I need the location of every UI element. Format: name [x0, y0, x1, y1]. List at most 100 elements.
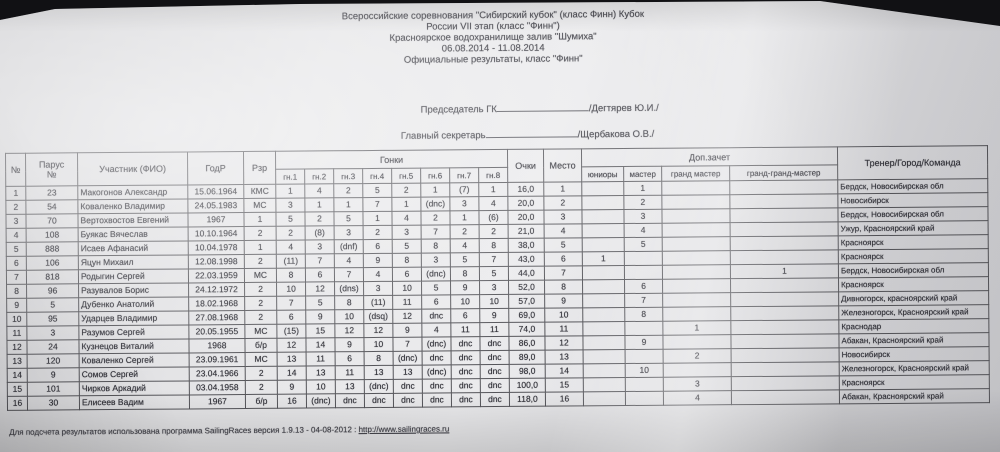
row-number: 15	[7, 382, 28, 397]
grand-master-rank: 2	[663, 348, 732, 364]
sport-rank: 2	[245, 366, 278, 381]
chairman-label: Председатель ГК	[420, 104, 497, 116]
race-4: 9	[363, 253, 393, 268]
grand-grand-master-rank	[730, 333, 840, 349]
col-header-race-8: гн.8	[478, 167, 508, 183]
master-rank	[625, 391, 664, 406]
col-header-grand-master: гранд мастер	[661, 165, 730, 182]
grand-grand-master-rank	[730, 291, 839, 307]
place: 12	[544, 335, 584, 351]
race-7: dnc	[451, 364, 481, 379]
race-3: 8	[334, 295, 364, 310]
row-number: 7	[6, 270, 27, 285]
team-city: Бердск, Новосибирская обл	[837, 206, 989, 222]
col-header-race-6: гн.6	[420, 167, 450, 184]
race-8: 10	[479, 294, 509, 309]
race-5: 8	[392, 253, 422, 268]
points: 98,0	[509, 364, 546, 379]
race-7: dnc	[450, 336, 481, 351]
juniors-rank	[581, 181, 624, 196]
place: 5	[544, 237, 583, 253]
race-2: 4	[304, 183, 334, 199]
race-4: 6	[363, 239, 393, 254]
sail-number: 108	[26, 227, 79, 243]
race-4: (11)	[363, 295, 393, 310]
race-1: 14	[277, 366, 307, 381]
grand-master-rank	[662, 292, 731, 308]
sail-number: 23	[25, 185, 78, 201]
race-1: 16	[277, 394, 307, 409]
participant-name: Коваленко Владимир	[77, 198, 188, 214]
points: 89,0	[509, 350, 546, 365]
birth-date: 23.04.1966	[189, 366, 246, 381]
juniors-rank	[582, 307, 625, 322]
footer-note: Для подсчета результатов использована пр…	[9, 424, 449, 436]
grand-grand-master-rank	[729, 193, 838, 209]
grand-master-rank	[661, 180, 730, 196]
col-header-grand-grand-master: гранд-гранд-мастер	[729, 164, 838, 181]
race-6: dnc	[421, 308, 451, 324]
juniors-rank	[582, 237, 625, 252]
grand-master-rank	[662, 264, 731, 280]
team-city: Краснодар	[838, 318, 989, 334]
birth-date: 24.05.1983	[187, 198, 244, 213]
sport-rank: КМС	[243, 184, 276, 199]
sport-rank: 2	[244, 226, 277, 241]
row-number: 1	[5, 186, 26, 201]
grand-master-rank	[662, 250, 731, 266]
race-5: dnc	[393, 393, 423, 408]
race-4: 2	[363, 225, 393, 240]
race-7: dnc	[451, 392, 481, 407]
master-rank: 4	[624, 223, 663, 238]
col-header-place: Место	[543, 148, 582, 183]
sport-rank: МС	[244, 268, 277, 283]
race-3: 4	[334, 253, 364, 268]
participant-name: Коваленко Сергей	[79, 352, 190, 368]
race-2: 11	[306, 351, 336, 367]
birth-date: 15.06.1964	[187, 184, 244, 199]
col-header-race-4: гн.4	[362, 168, 392, 184]
birth-date: 1967	[189, 394, 246, 409]
results-tbody: 1 23 Макогонов Александр 15.06.1964 КМС 1 4 2 5 2…	[5, 178, 990, 411]
points: 21,0	[508, 224, 545, 239]
sail-number: 5	[26, 297, 79, 313]
col-header-participant: Участник (ФИО)	[77, 151, 188, 186]
grand-grand-master-rank	[731, 361, 840, 377]
sport-rank: 1	[243, 212, 277, 227]
sport-rank: 2	[245, 380, 278, 395]
race-2: 12	[305, 281, 335, 297]
race-8: 4	[478, 196, 508, 211]
race-5: 6	[392, 267, 422, 282]
secretary-name: /Щербакова О.В./	[577, 128, 655, 141]
birth-date: 12.08.1998	[188, 254, 245, 269]
grand-master-rank: 4	[663, 390, 732, 406]
race-8: 5	[479, 266, 509, 281]
col-header-sail: Парус №	[25, 152, 78, 187]
race-5: (dnc)	[393, 351, 423, 366]
footer-url: http://www.sailingraces.ru	[358, 424, 450, 435]
footer-text: Для подсчета результатов использована пр…	[9, 425, 357, 437]
participant-name: Дубенко Анатолий	[78, 296, 189, 312]
sail-number: 818	[26, 269, 79, 285]
sail-number: 101	[27, 381, 80, 397]
participant-name: Елисеев Вадим	[79, 394, 190, 410]
race-8: (6)	[478, 210, 509, 225]
race-8: 11	[479, 322, 509, 337]
race-1: (15)	[276, 324, 306, 339]
grand-grand-master-rank	[729, 207, 839, 223]
sport-rank: 2	[244, 296, 277, 311]
race-6: 8	[421, 238, 451, 254]
row-number: 13	[7, 354, 28, 369]
race-7: dnc	[451, 350, 481, 365]
race-5: 2	[391, 183, 421, 198]
master-rank: 8	[624, 307, 663, 322]
grand-master-rank	[662, 236, 731, 252]
race-3: (dns)	[334, 281, 364, 296]
race-4: 3	[363, 281, 393, 296]
row-number: 12	[6, 340, 28, 355]
race-4: 13	[364, 365, 394, 380]
race-8: dnc	[480, 378, 510, 393]
place: 16	[545, 391, 584, 407]
team-city: Красноярск	[838, 248, 989, 264]
team-city: Абакан, Красноярский край	[839, 388, 990, 404]
